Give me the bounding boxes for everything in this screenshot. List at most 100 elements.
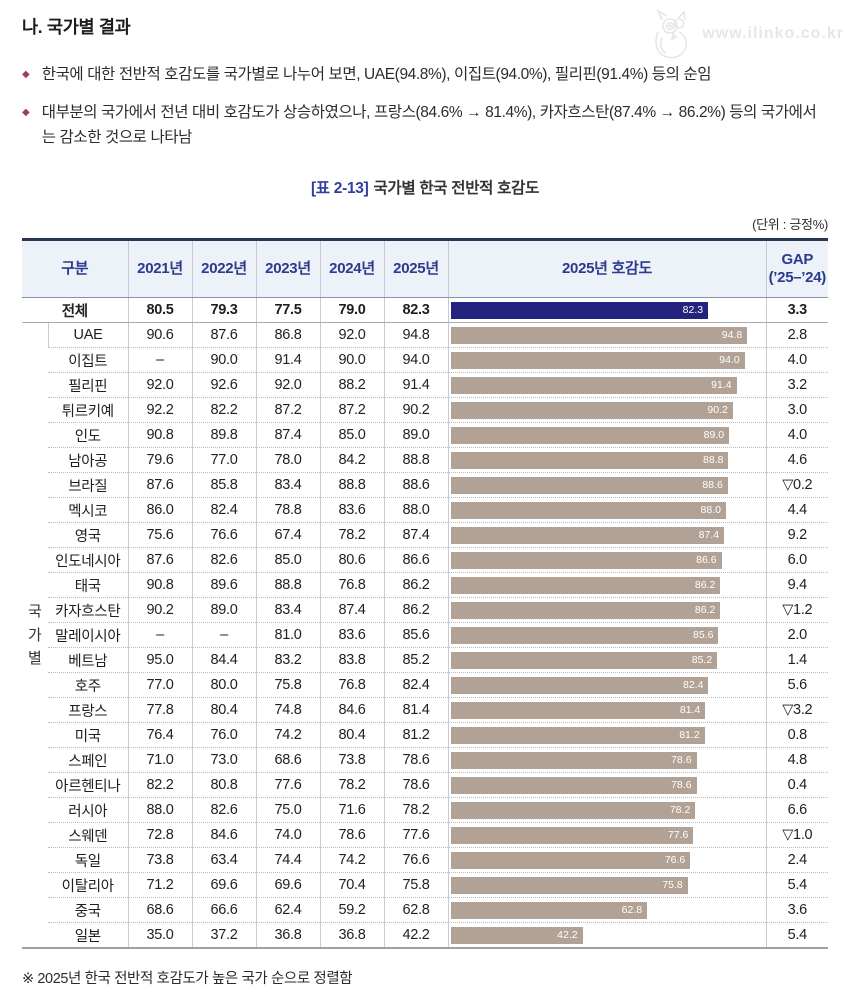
favorability-bar: 77.6 [450, 826, 694, 844]
gap-value: 5.6 [765, 672, 829, 699]
bar-value-label: 85.6 [693, 629, 714, 642]
year-value-2023: 69.6 [255, 872, 321, 899]
bar-cell: 94.8 [447, 322, 767, 349]
year-value-2021: 77.0 [127, 672, 193, 699]
gap-value: ▽1.2 [765, 597, 829, 624]
gap-value: 6.0 [765, 547, 829, 574]
favorability-bar: 78.2 [450, 801, 696, 819]
year-value-2024: 87.4 [319, 597, 385, 624]
summary-bullets: ◆ 한국에 대한 전반적 호감도를 국가별로 나누어 보면, UAE(94.8%… [22, 63, 828, 150]
favorability-bar: 85.6 [450, 626, 719, 644]
year-value-2022: – [191, 622, 257, 649]
gap-value: 4.6 [765, 447, 829, 474]
favorability-bar: 75.8 [450, 876, 688, 894]
gap-value: 5.4 [765, 872, 829, 899]
year-value-2024: 83.6 [319, 497, 385, 524]
bar-value-label: 91.4 [711, 379, 732, 392]
year-value-2023: 88.8 [255, 572, 321, 599]
year-value-2025: 78.6 [383, 747, 449, 774]
year-value-2023: 87.4 [255, 422, 321, 449]
gap-value: 3.0 [765, 397, 829, 424]
bar-value-label: 81.2 [679, 729, 700, 742]
bar-cell: 87.4 [447, 522, 767, 549]
table-row: 호주 77.0 80.0 75.8 76.8 82.4 82.4 5.6 [22, 672, 829, 699]
year-value-2025: 86.6 [383, 547, 449, 574]
country-name: 인도 [48, 422, 129, 449]
year-value-2025: 94.0 [383, 347, 449, 374]
total-2021: 80.5 [127, 297, 193, 324]
country-name: 카자흐스탄 [48, 597, 129, 624]
year-value-2024: 85.0 [319, 422, 385, 449]
country-name: 러시아 [48, 797, 129, 824]
year-value-2021: 76.4 [127, 722, 193, 749]
table-title: [표 2-13] 국가별 한국 전반적 호감도 [22, 176, 828, 198]
year-value-2022: 82.6 [191, 797, 257, 824]
gap-value: 0.8 [765, 722, 829, 749]
year-value-2023: 91.4 [255, 347, 321, 374]
country-name: 멕시코 [48, 497, 129, 524]
table-row: 이탈리아 71.2 69.6 69.6 70.4 75.8 75.8 5.4 [22, 872, 829, 899]
year-value-2024: 78.6 [319, 822, 385, 849]
year-value-2021: 90.8 [127, 572, 193, 599]
year-value-2025: 82.4 [383, 672, 449, 699]
bar-value-label: 75.8 [662, 879, 683, 892]
bar-cell: 94.0 [447, 347, 767, 374]
year-value-2022: 82.2 [191, 397, 257, 424]
gap-value: 4.0 [765, 422, 829, 449]
year-value-2024: 78.2 [319, 522, 385, 549]
bullet-item: ◆ 대부분의 국가에서 전년 대비 호감도가 상승하였으나, 프랑스(84.6%… [22, 101, 828, 151]
year-value-2023: 78.0 [255, 447, 321, 474]
bar-cell: 81.4 [447, 697, 767, 724]
bar-cell: 88.6 [447, 472, 767, 499]
country-name: 베트남 [48, 647, 129, 674]
bullet-text: 대부분의 국가에서 전년 대비 호감도가 상승하였으나, 프랑스(84.6% →… [41, 103, 817, 146]
country-name: 독일 [48, 847, 129, 874]
year-value-2021: 35.0 [127, 922, 193, 949]
table-row: 아르헨티나 82.2 80.8 77.6 78.2 78.6 78.6 0.4 [22, 772, 829, 799]
year-value-2025: 88.6 [383, 472, 449, 499]
favorability-bar: 76.6 [450, 851, 691, 869]
favorability-bar: 78.6 [450, 751, 697, 769]
year-value-2022: 87.6 [191, 322, 257, 349]
bar-cell: 86.2 [447, 597, 767, 624]
year-value-2021: 71.2 [127, 872, 193, 899]
favorability-table: 구분 2021년 2022년 2023년 2024년 2025년 2025년 호… [22, 238, 829, 949]
year-value-2024: 70.4 [319, 872, 385, 899]
total-2022: 79.3 [191, 297, 257, 324]
country-name: 아르헨티나 [48, 772, 129, 799]
bar-cell: 86.6 [447, 547, 767, 574]
gap-value: 4.4 [765, 497, 829, 524]
bar-value-label: 78.6 [671, 779, 692, 792]
header-category: 구분 [22, 239, 129, 299]
table-row: 인도네시아 87.6 82.6 85.0 80.6 86.6 86.6 6.0 [22, 547, 829, 574]
table-row: 중국 68.6 66.6 62.4 59.2 62.8 62.8 3.6 [22, 897, 829, 924]
total-bar-label: 82.3 [682, 304, 704, 317]
year-value-2023: 83.4 [255, 472, 321, 499]
country-name: 태국 [48, 572, 129, 599]
section-heading: 나. 국가별 결과 [22, 17, 131, 37]
gap-value: 5.4 [765, 922, 829, 949]
year-value-2025: 86.2 [383, 572, 449, 599]
year-value-2024: 59.2 [319, 897, 385, 924]
country-name: 이집트 [48, 347, 129, 374]
year-value-2021: 92.0 [127, 372, 193, 399]
year-value-2024: 87.2 [319, 397, 385, 424]
bar-cell: 89.0 [447, 422, 767, 449]
bar-value-label: 89.0 [703, 429, 725, 442]
year-value-2023: 85.0 [255, 547, 321, 574]
year-value-2024: 92.0 [319, 322, 385, 349]
year-value-2022: 63.4 [191, 847, 257, 874]
bar-cell: 42.2 [447, 922, 767, 949]
year-value-2021: 90.8 [127, 422, 193, 449]
year-value-2023: 74.2 [255, 722, 321, 749]
year-value-2022: 89.8 [191, 422, 257, 449]
country-name: 중국 [48, 897, 129, 924]
year-value-2025: 75.8 [383, 872, 449, 899]
year-value-2025: 91.4 [383, 372, 449, 399]
bar-value-label: 78.6 [671, 754, 692, 767]
year-value-2021: 68.6 [127, 897, 193, 924]
year-value-2021: 88.0 [127, 797, 193, 824]
bar-cell: 77.6 [447, 822, 767, 849]
year-value-2022: 80.8 [191, 772, 257, 799]
